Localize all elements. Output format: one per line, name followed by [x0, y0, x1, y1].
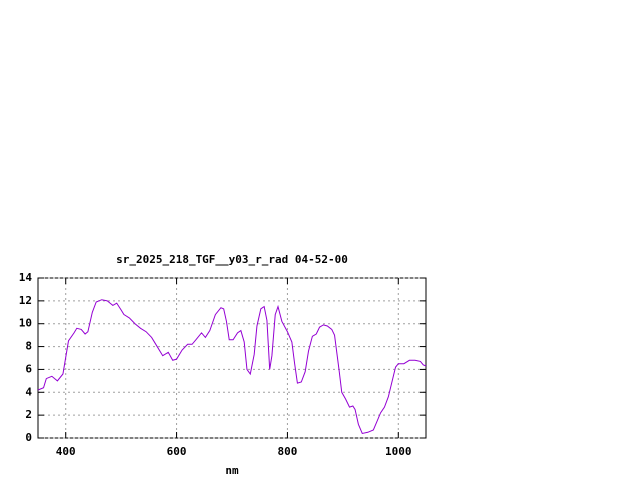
y-tick-label: 14 — [19, 271, 33, 284]
x-axis-label: nm — [225, 464, 239, 477]
y-tick-label: 2 — [25, 408, 32, 421]
y-tick-label: 6 — [25, 362, 32, 375]
x-tick-label: 800 — [277, 445, 297, 458]
x-tick-label: 600 — [167, 445, 187, 458]
x-tick-label: 400 — [56, 445, 76, 458]
y-tick-label: 12 — [19, 294, 32, 307]
plot-frame — [37, 277, 427, 439]
x-tick-label: 1000 — [385, 445, 412, 458]
data-line — [37, 299, 427, 435]
y-tick-label: 4 — [25, 385, 32, 398]
y-tick-label: 0 — [25, 431, 32, 444]
y-tick-label: 8 — [25, 340, 32, 353]
y-tick-label: 10 — [19, 317, 32, 330]
chart-title: sr_2025_218_TGF__y03_r_rad 04-52-00 — [116, 253, 348, 266]
